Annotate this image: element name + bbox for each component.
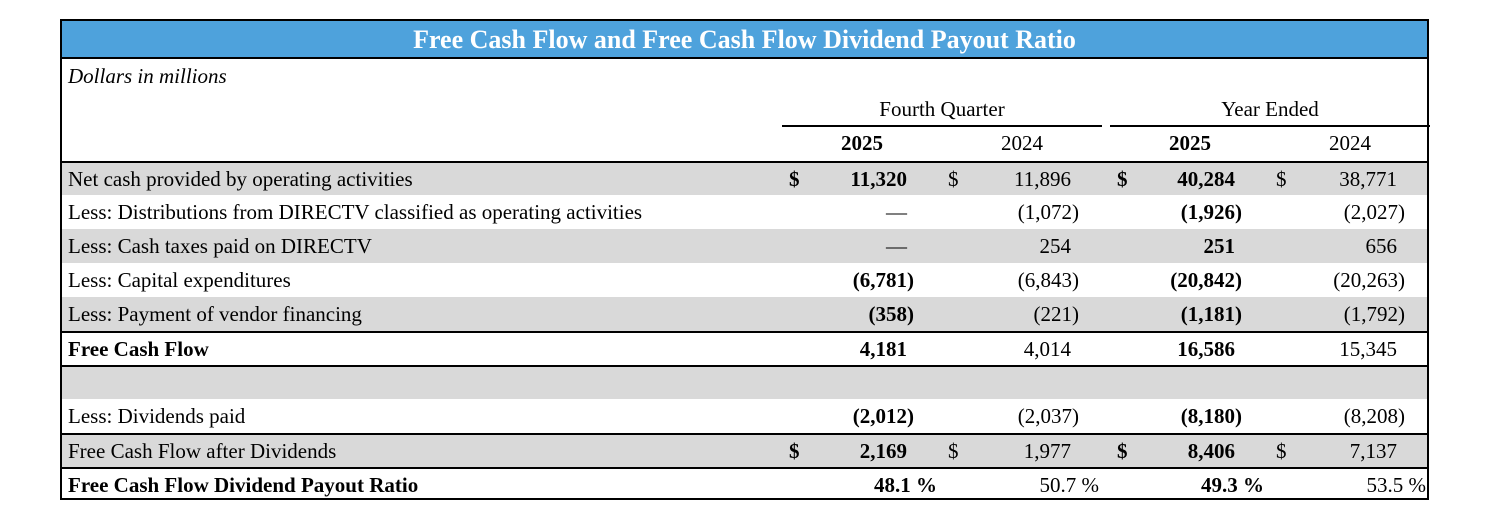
group-underline-year-ended [1110,125,1430,127]
value-q2025: (6,781) [852,268,914,292]
value-y2025: (20,842) [1170,268,1242,292]
value-y2024: (8,208) [1343,404,1405,428]
table-row: Free Cash Flow after Dividends $ 2,169 $… [62,433,1427,467]
table-row: Less: Capital expenditures (6,781) (6,84… [62,263,1427,297]
table-row: Less: Dividends paid (2,012) (2,037) (8,… [62,399,1427,433]
table-row: Free Cash Flow 4,181 4,014 16,586 15,345 [62,331,1427,365]
value-q2024: (2,037) [1017,404,1079,428]
value-y2024: (20,263) [1333,268,1405,292]
row-label: Less: Capital expenditures [68,268,291,292]
units-note: Dollars in millions [68,64,227,88]
value-q2025: 48.1 % [874,473,937,497]
spacer-row [62,365,1427,399]
value-q2025: — [886,234,907,258]
value-y2024: (2,027) [1343,200,1405,224]
value-q2025: 2,169 [859,439,907,463]
year-header-y2025: 2025 [1169,131,1211,155]
row-label: Free Cash Flow Dividend Payout Ratio [68,473,419,497]
row-label: Free Cash Flow after Dividends [68,439,337,463]
currency-symbol: $ [789,439,800,463]
value-y2025: 251 [1203,234,1236,258]
value-y2025: 40,284 [1177,167,1235,191]
row-label: Less: Cash taxes paid on DIRECTV [68,234,372,258]
value-q2024: 254 [1039,234,1072,258]
value-y2025: (1,926) [1180,200,1242,224]
value-y2025: 8,406 [1187,439,1235,463]
year-header-q2025: 2025 [841,131,883,155]
value-q2024: 50.7 % [1039,473,1100,497]
value-y2025: (8,180) [1180,404,1242,428]
table-row: Free Cash Flow Dividend Payout Ratio 48.… [62,467,1427,501]
value-q2025: — [886,200,907,224]
group-header-year-ended: Year Ended [1221,97,1319,121]
table-row: Net cash provided by operating activitie… [62,161,1427,195]
value-y2024: 38,771 [1339,167,1397,191]
group-header-fourth-quarter: Fourth Quarter [879,97,1005,121]
value-q2025: (2,012) [852,404,914,428]
currency-symbol: $ [1276,439,1287,463]
value-q2025: (358) [868,302,915,326]
table-title: Free Cash Flow and Free Cash Flow Divide… [62,21,1427,59]
value-y2024: 15,345 [1339,337,1397,361]
row-label: Free Cash Flow [68,337,209,361]
value-y2024: (1,792) [1343,302,1405,326]
value-q2024: 1,977 [1023,439,1071,463]
year-header-y2024: 2024 [1329,131,1371,155]
row-label: Less: Distributions from DIRECTV classif… [68,200,643,224]
currency-symbol: $ [948,167,959,191]
row-label: Net cash provided by operating activitie… [68,167,413,191]
table-row: Less: Cash taxes paid on DIRECTV — 254 2… [62,229,1427,263]
value-y2024: 656 [1365,234,1398,258]
table-row: Less: Payment of vendor financing (358) … [62,297,1427,331]
value-q2024: 11,896 [1014,167,1071,191]
currency-symbol: $ [1117,167,1128,191]
value-y2024: 7,137 [1349,439,1397,463]
value-y2024: 53.5 % [1366,473,1427,497]
currency-symbol: $ [948,439,959,463]
value-q2024: 4,014 [1023,337,1071,361]
value-y2025: 49.3 % [1201,473,1264,497]
year-header-q2024: 2024 [1001,131,1043,155]
value-q2024: (221) [1033,302,1080,326]
cash-flow-table: Free Cash Flow and Free Cash Flow Divide… [60,19,1430,501]
value-q2024: (1,072) [1017,200,1079,224]
table-row: Less: Distributions from DIRECTV classif… [62,195,1427,229]
row-label: Less: Payment of vendor financing [68,302,362,326]
row-label: Less: Dividends paid [68,404,246,428]
value-y2025: 16,586 [1177,337,1235,361]
currency-symbol: $ [789,167,800,191]
value-q2024: (6,843) [1017,268,1079,292]
value-q2025: 11,320 [850,167,907,191]
currency-symbol: $ [1276,167,1287,191]
group-underline-fourth-quarter [782,125,1102,127]
currency-symbol: $ [1117,439,1128,463]
value-y2025: (1,181) [1180,302,1242,326]
value-q2025: 4,181 [859,337,907,361]
